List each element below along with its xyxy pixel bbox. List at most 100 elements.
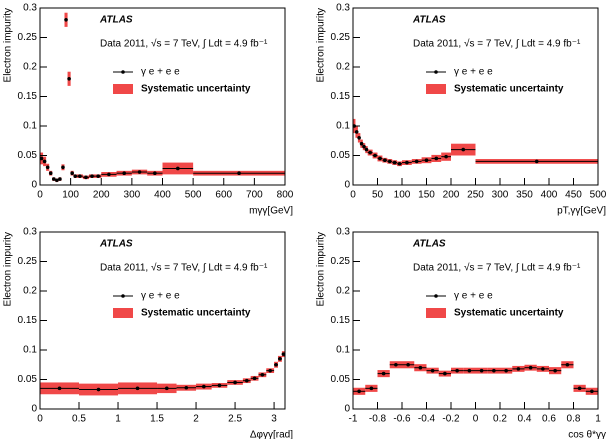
y-tick-label: 0.05 (331, 374, 351, 385)
data-point (260, 372, 265, 377)
data-point (122, 171, 127, 175)
y-tick-label: 0.15 (18, 91, 38, 102)
y-tick-label: 0.05 (18, 374, 38, 385)
x-tick-label: 1 (595, 414, 601, 425)
y-tick-label: 0 (344, 180, 350, 191)
x-tick-label: 400 (541, 190, 558, 201)
y-tick-label: 0.25 (331, 256, 351, 267)
run-label: Data 2011, √s = 7 TeV, ∫ Ldt = 4.9 fb⁻¹ (413, 262, 581, 274)
data-point (51, 177, 56, 181)
y-tick-label: 0.3 (23, 3, 37, 14)
panel: 0 0.05 0.1 0.15 0.2 0.25 0.3 0 100 200 300 400 500 60… (3, 3, 294, 217)
x-tick-label: 300 (124, 190, 141, 201)
data-point (55, 178, 59, 183)
y-tick-label: 0 (31, 180, 37, 191)
data-point (61, 165, 65, 170)
y-tick-label: 0.25 (331, 32, 351, 43)
data-point (176, 166, 180, 171)
data-point (406, 362, 410, 367)
y-tick-label: 0.15 (331, 315, 351, 326)
data-point (135, 386, 140, 391)
atlas-label: ATLAS (99, 239, 133, 250)
data-point (528, 365, 533, 370)
x-tick-label: 350 (516, 190, 533, 201)
y-tick-label: 0.3 (23, 227, 37, 238)
data-point (73, 174, 78, 178)
data-point (217, 383, 222, 388)
data-point (467, 368, 472, 373)
data-point (84, 175, 88, 180)
x-tick-label: 600 (215, 190, 232, 201)
run-label: Data 2011, √s = 7 TeV, ∫ Ldt = 4.9 fb⁻¹ (100, 38, 268, 50)
data-point (42, 159, 47, 164)
x-tick-label: 0.5 (72, 414, 86, 425)
x-axis-label: Δφγγ[rad] (250, 430, 293, 439)
data-point (48, 171, 53, 175)
data-point (369, 386, 374, 391)
x-tick-label: 150 (418, 190, 435, 201)
x-tick-label: -0.4 (418, 414, 436, 425)
data-point (58, 177, 62, 181)
legend-label: Systematic uncertainty (454, 84, 564, 95)
run-label: Data 2011, √s = 7 TeV, ∫ Ldt = 4.9 fb⁻¹ (100, 262, 268, 274)
data-point (96, 387, 101, 392)
legend-swatch (426, 308, 446, 318)
legend-marker (434, 70, 438, 74)
x-tick-label: 2 (193, 414, 199, 425)
data-point (233, 380, 237, 385)
data-point (244, 378, 249, 383)
data-point (378, 156, 382, 161)
legend-label: γ e + e e (454, 291, 493, 302)
x-tick-label: -0.6 (393, 414, 411, 425)
y-tick-label: 0.1 (23, 121, 37, 132)
data-point (444, 154, 448, 159)
x-tick-label: 0 (473, 414, 479, 425)
x-tick-label: -0.8 (369, 414, 387, 425)
x-tick-label: 0.2 (493, 414, 507, 425)
data-point (364, 147, 369, 152)
data-point (387, 159, 392, 164)
legend-swatch (426, 84, 446, 94)
legend-label: γ e + e e (141, 67, 180, 78)
atlas-label: ATLAS (412, 15, 446, 26)
data-point (90, 174, 94, 178)
x-tick-label: -1 (349, 414, 358, 425)
data-point (202, 384, 206, 389)
data-point (373, 153, 377, 158)
y-axis-label: Electron impurity (3, 8, 14, 82)
x-tick-label: 450 (565, 190, 582, 201)
data-point (184, 385, 189, 390)
atlas-label: ATLAS (412, 239, 446, 250)
x-tick-label: 400 (154, 190, 171, 201)
y-tick-label: 0.15 (18, 315, 38, 326)
data-point (357, 136, 361, 140)
data-point (70, 171, 74, 175)
data-point (153, 171, 157, 175)
x-axis-label: mγγ[GeV] (249, 206, 293, 217)
data-point (67, 77, 71, 81)
y-axis-label: Electron impurity (3, 232, 14, 306)
data-point (96, 174, 100, 178)
data-point (278, 357, 282, 361)
y-tick-label: 0.25 (18, 256, 38, 267)
y-axis-label: Electron impurity (316, 232, 327, 306)
data-point (430, 368, 435, 373)
x-tick-label: 500 (590, 190, 607, 201)
y-tick-label: 0.15 (331, 91, 351, 102)
y-tick-label: 0.2 (23, 286, 37, 297)
data-point (397, 161, 402, 166)
x-tick-label: 200 (93, 190, 110, 201)
data-point (274, 362, 278, 367)
legend-marker (121, 294, 125, 298)
plot-frame (352, 7, 599, 186)
data-point (577, 386, 582, 391)
panel: 0 0.05 0.1 0.15 0.2 0.25 0.3 -1 -0.8 -0.6 -0.4 -0.2… (316, 227, 606, 439)
x-tick-label: 1 (115, 414, 121, 425)
data-point (39, 156, 44, 161)
y-tick-label: 0.2 (23, 62, 37, 73)
y-tick-label: 0.3 (336, 227, 350, 238)
x-tick-label: -0.2 (442, 414, 460, 425)
x-tick-label: 0 (350, 190, 356, 201)
data-point (443, 371, 447, 376)
data-point (357, 389, 361, 394)
